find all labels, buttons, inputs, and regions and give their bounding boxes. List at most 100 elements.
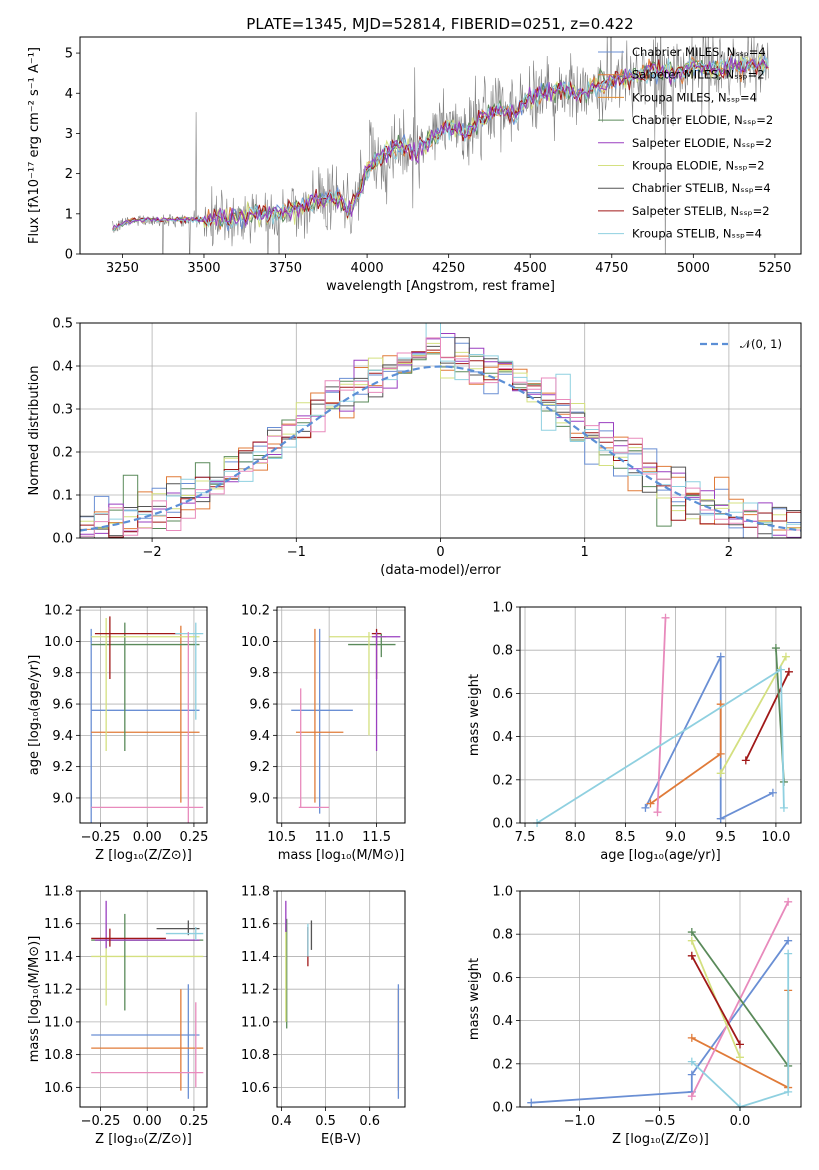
y-tick-label: 10.6 — [44, 1081, 73, 1096]
weight-point-marker — [687, 936, 696, 945]
y-tick-label: 4 — [65, 87, 73, 102]
errorbar-points — [90, 616, 204, 823]
y-tick-label: 11.6 — [241, 917, 270, 932]
weight-series-line — [531, 940, 789, 1104]
y-tick-label: 9.0 — [249, 791, 270, 806]
x-tick-label: 4000 — [351, 261, 384, 276]
x-tick-label: 0.6 — [359, 1114, 380, 1129]
x-tick-label: 8.0 — [565, 830, 586, 845]
x-tick-label: 9.5 — [715, 830, 736, 845]
y-tick-label: 10.8 — [44, 1048, 73, 1063]
y-tick-label: 0.4 — [52, 360, 73, 375]
x-axis-label: age [log₁₀(age/yr)] — [600, 848, 721, 863]
y-tick-label: 0.8 — [492, 644, 513, 659]
y-tick-label: 0.2 — [52, 446, 73, 461]
x-tick-label: 4250 — [432, 261, 465, 276]
x-tick-label: −0.5 — [644, 1114, 676, 1129]
y-axis-label: Normed distribution — [27, 366, 42, 496]
weight-point-marker — [716, 814, 725, 823]
weight-point-marker — [661, 613, 670, 622]
model-spectrum — [112, 57, 769, 230]
y-tick-label: 10.2 — [241, 604, 270, 619]
y-axis-label: mass weight — [467, 674, 482, 756]
mass-weight-vs-metallicity-plot: −1.0 −0.5 0.0 0.0 0.2 0.4 0.6 0.8 1.0 Z [log₁₀(Z/… — [467, 885, 802, 1147]
y-tick-label: 0.0 — [492, 1101, 513, 1116]
x-axis-label: wavelength [Angstrom, rest frame] — [326, 279, 555, 294]
axes-frame — [79, 606, 208, 824]
x-tick-label: 5000 — [677, 261, 710, 276]
x-tick-label: 9.0 — [665, 830, 686, 845]
weight-point-marker — [781, 652, 790, 661]
x-tick-label: 4750 — [595, 261, 628, 276]
spectrum-traces — [112, 37, 769, 254]
weight-point-marker — [735, 1040, 744, 1049]
residual-histogram-plot: −2 −1 0 1 2 0.0 0.1 0.2 0.3 0.4 0.5 (data-model)/er… — [27, 317, 802, 578]
weight-point-marker — [687, 1033, 696, 1042]
weight-point-marker — [687, 1070, 696, 1079]
weight-series-line — [656, 617, 667, 813]
y-tick-label: 11.4 — [44, 950, 73, 965]
y-tick-label: 0 — [65, 248, 73, 263]
weight-point-marker — [641, 803, 650, 812]
model-spectrum — [112, 54, 769, 232]
y-tick-label: 10.8 — [241, 1048, 270, 1063]
x-tick-label: 1 — [581, 545, 589, 560]
weight-point-marker — [779, 803, 788, 812]
y-axis-label: age [log₁₀(age/yr)] — [27, 655, 42, 776]
axes-frame — [276, 606, 406, 824]
y-axis-label: mass weight — [467, 958, 482, 1040]
x-tick-label: −2 — [143, 545, 162, 560]
errorbar-points — [291, 628, 401, 814]
x-tick-label: 3250 — [106, 261, 139, 276]
x-axis-label: Z [log₁₀(Z/Z⊙)] — [95, 1132, 192, 1147]
legend-entry: Kroupa STELIB, Nₛₛₚ=4 — [632, 227, 762, 241]
weight-point-marker — [735, 1053, 744, 1062]
x-tick-label: 0 — [436, 545, 444, 560]
y-tick-label: 0.6 — [492, 971, 513, 986]
y-tick-label: 11.8 — [44, 885, 73, 900]
axes-frame — [79, 890, 208, 1108]
figure-title: PLATE=1345, MJD=52814, FIBERID=0251, z=0… — [246, 15, 633, 33]
histogram-traces — [80, 323, 801, 538]
x-tick-label: 11.0 — [315, 830, 344, 845]
y-tick-label: 10.0 — [44, 635, 73, 650]
x-tick-label: 0.00 — [133, 830, 162, 845]
weight-point-marker — [784, 897, 793, 906]
axes-frame — [519, 606, 802, 824]
weight-point-marker — [646, 799, 655, 808]
y-tick-label: 9.4 — [249, 729, 270, 744]
legend-entry: Salpeter MILES, Nₛₛₚ=2 — [632, 68, 765, 82]
y-tick-label: 11.4 — [241, 950, 270, 965]
legend-entry: 𝒩(0, 1) — [740, 337, 782, 351]
y-tick-label: 1 — [65, 207, 73, 222]
y-tick-label: 0.6 — [492, 687, 513, 702]
x-tick-label: −0.25 — [81, 1114, 121, 1129]
y-tick-label: 10.6 — [241, 1081, 270, 1096]
weight-point-marker — [716, 769, 725, 778]
y-tick-label: 9.6 — [249, 698, 270, 713]
x-axis-label: E(B-V) — [321, 1132, 361, 1147]
x-tick-label: 0.5 — [315, 1114, 336, 1129]
x-tick-label: −0.25 — [81, 830, 121, 845]
y-tick-label: 9.0 — [52, 791, 73, 806]
y-tick-label: 0.2 — [492, 1057, 513, 1072]
y-tick-label: 0.3 — [52, 403, 73, 418]
y-tick-label: 0.1 — [52, 489, 73, 504]
y-tick-label: 9.8 — [249, 666, 270, 681]
x-tick-label: 8.5 — [615, 830, 636, 845]
legend-entry: Chabrier ELODIE, Nₛₛₚ=2 — [632, 113, 773, 127]
x-tick-label: 0.00 — [133, 1114, 162, 1129]
x-tick-label: 4500 — [514, 261, 547, 276]
y-axis-label: Flux [fλ10⁻¹⁷ erg cm⁻² s⁻¹ A⁻¹] — [27, 47, 42, 244]
x-tick-label: 10.5 — [267, 830, 296, 845]
axes-frame — [276, 890, 406, 1108]
weight-point-marker — [716, 652, 725, 661]
mass-vs-metallicity-plot: −0.25 0.00 0.25 10.6 10.8 11.0 11.2 11.4 11.6 11.… — [27, 885, 208, 1148]
weight-point-marker — [687, 1092, 696, 1101]
weight-point-marker — [784, 936, 793, 945]
y-tick-label: 9.8 — [52, 666, 73, 681]
weight-point-marker — [527, 1098, 536, 1107]
weight-point-marker — [784, 667, 793, 676]
y-tick-label: 1.0 — [492, 885, 513, 900]
